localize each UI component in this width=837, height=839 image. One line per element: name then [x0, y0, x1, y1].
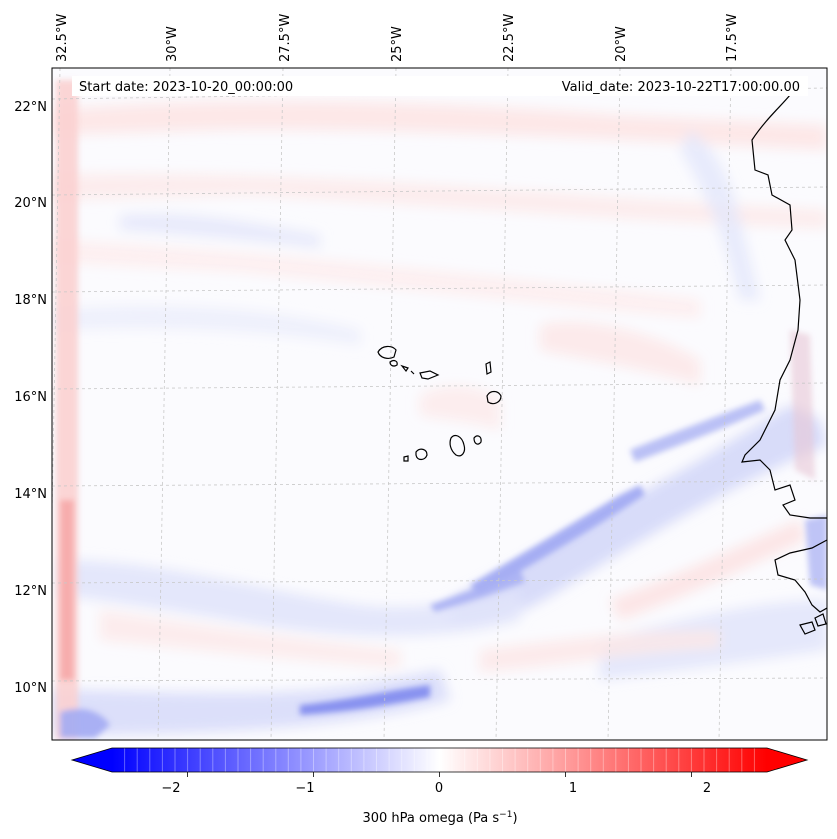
map-panel: Start date: 2023-10-20_00:00:00 Valid_da… [51, 67, 828, 741]
longitude-axis: 32.5°W 30°W 27.5°W 25°W 22.5°W 20°W 17.5… [55, 14, 740, 62]
colorbar-title: 300 hPa omega (Pa s−1) [362, 810, 517, 826]
valid-date-label: Valid_date: 2023-10-22T17:00:00.00 [562, 80, 800, 95]
map-frame [51, 67, 828, 741]
lon-label: 32.5°W [55, 14, 70, 62]
island-fogo [415, 448, 428, 461]
lon-label: 20°W [614, 26, 629, 62]
colorbar: −2 −1 0 1 2 300 hPa omega (Pa s−1) [70, 747, 809, 826]
colorbar-steps [124, 748, 755, 772]
island-sal [485, 361, 492, 375]
island-sao-vicente [389, 359, 398, 367]
graticule [52, 68, 827, 740]
start-date-label: Start date: 2023-10-20_00:00:00 [79, 80, 293, 95]
lat-label: 18°N [14, 293, 47, 308]
colorbar-title-exponent: −1 [499, 810, 512, 820]
lon-label: 27.5°W [278, 14, 293, 62]
island-sao-nicolau [419, 370, 440, 380]
lat-label: 14°N [14, 487, 47, 502]
island-santiago [449, 435, 466, 457]
island-boa-vista [486, 390, 502, 405]
omega-field [52, 80, 827, 740]
lon-label: 25°W [390, 26, 405, 62]
colorbar-tick-label: −2 [161, 781, 180, 796]
colorbar-gradient [112, 748, 767, 772]
lat-label: 10°N [14, 681, 47, 696]
lat-label: 12°N [14, 584, 47, 599]
coastline [377, 77, 827, 635]
island-santa-luzia [400, 364, 415, 375]
lon-label: 30°W [165, 26, 180, 62]
lon-label: 17.5°W [725, 14, 740, 62]
island-maio [473, 435, 482, 445]
latitude-axis: 22°N 20°N 18°N 16°N 14°N 12°N 10°N [14, 100, 47, 696]
lat-label: 20°N [14, 196, 47, 211]
island-brava [403, 455, 409, 462]
lat-label: 16°N [14, 390, 47, 405]
lon-label: 22.5°W [502, 14, 517, 62]
colorbar-ticks [187, 772, 692, 777]
colorbar-extend-max [767, 748, 807, 772]
colorbar-tick-label: 1 [569, 781, 577, 796]
colorbar-title-main: 300 hPa omega (Pa s [362, 811, 499, 826]
info-banner [72, 76, 808, 96]
bijagos-islands [799, 613, 827, 635]
colorbar-tick-label: −1 [295, 781, 314, 796]
colorbar-tick-label: 2 [703, 781, 711, 796]
island-santo-antao [377, 345, 397, 359]
lat-label: 22°N [14, 100, 47, 115]
colorbar-outline [70, 747, 809, 773]
colorbar-extend-min [72, 748, 112, 772]
colorbar-title-close: ) [512, 811, 517, 826]
colorbar-tick-label: 0 [435, 781, 443, 796]
